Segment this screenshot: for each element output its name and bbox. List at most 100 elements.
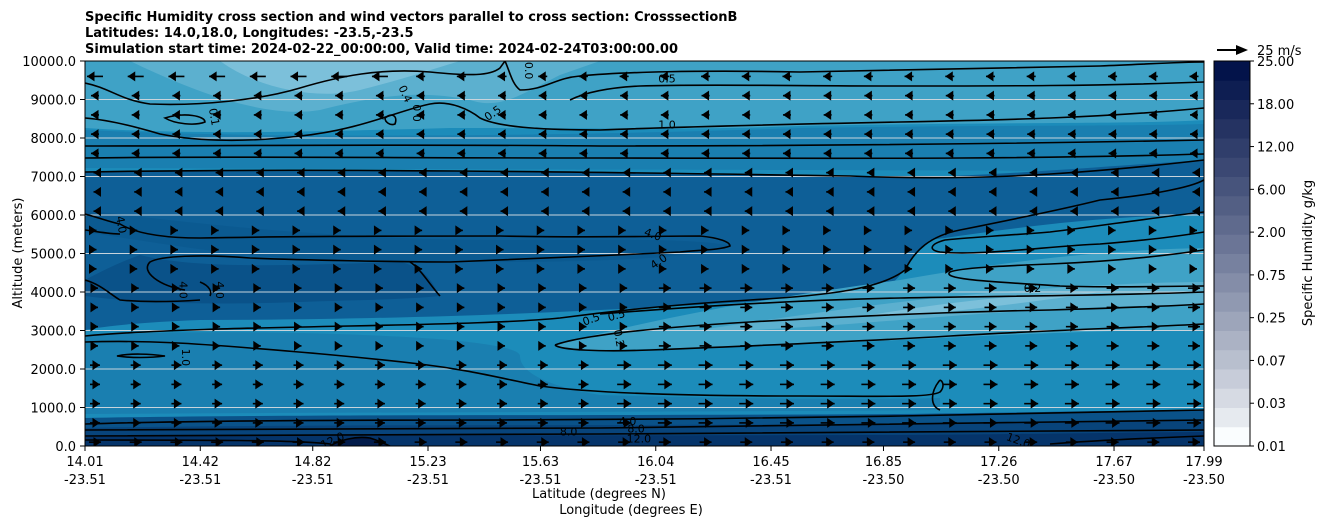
wind-vector-arrowhead-icon xyxy=(170,244,178,255)
wind-vector-arrowhead-icon xyxy=(867,398,876,409)
wind-vector-arrowhead-icon xyxy=(375,148,384,159)
wind-vector-arrowhead-icon xyxy=(742,129,750,140)
wind-vector-arrowhead-icon xyxy=(580,398,589,409)
wind-vector-arrowhead-icon xyxy=(419,437,427,446)
plot-area: 0.51.00.50.10.40.00.04.04.04.04.0 4.01.00… xyxy=(85,61,1204,446)
wind-vector-arrowhead-icon xyxy=(701,244,709,255)
wind-vector-arrowhead-icon xyxy=(416,321,424,332)
wind-vector-arrowhead-icon xyxy=(538,71,546,82)
wind-vector-arrowhead-icon xyxy=(1149,148,1157,159)
wind-vector-arrowhead-icon xyxy=(538,109,547,120)
wind-vector-arrowhead-icon xyxy=(745,398,754,409)
wind-vector-arrowhead-icon xyxy=(172,148,180,159)
wind-vector-arrowhead-icon xyxy=(1112,398,1120,409)
wind-vector-arrowhead-icon xyxy=(823,244,831,255)
wind-vector-arrowhead-icon xyxy=(456,302,465,313)
wind-vector-arrowhead-icon xyxy=(826,340,834,351)
wind-vector-arrowhead-icon xyxy=(1192,206,1200,217)
wind-vector-arrowhead-icon xyxy=(131,109,140,120)
wind-vector-arrowhead-icon xyxy=(334,302,343,313)
wind-vector-arrowhead-icon xyxy=(496,225,504,236)
contour-label: 1.0 xyxy=(658,119,676,132)
wind-vector-arrowhead-icon xyxy=(172,109,180,120)
wind-vector-arrowhead-icon xyxy=(1067,263,1075,274)
wind-vector-arrowhead-icon xyxy=(133,379,141,390)
wind-vector-arrowhead-icon xyxy=(540,360,548,371)
wind-vector-arrowhead-icon xyxy=(214,417,223,428)
wind-vector-arrowhead-icon xyxy=(211,263,219,274)
wind-vector-arrowhead-icon xyxy=(499,417,508,428)
wind-vector-arrowhead-icon xyxy=(619,302,628,313)
contour-label: 0.2 xyxy=(1024,282,1042,295)
wind-vector-arrowhead-icon xyxy=(782,225,790,236)
wind-vector-arrowhead-icon xyxy=(458,417,467,428)
wind-vector-arrowhead-icon xyxy=(1190,129,1198,140)
wind-vector-arrowhead-icon xyxy=(864,109,872,120)
wind-vector-arrowhead-icon xyxy=(866,167,875,178)
wind-vector-arrowhead-icon xyxy=(660,71,668,82)
wind-vector-arrowhead-icon xyxy=(375,321,383,332)
wind-vector-arrowhead-icon xyxy=(863,225,872,236)
wind-vector-arrowhead-icon xyxy=(866,321,875,332)
y-axis: 0.0 1000.0 2000.0 3000.0 4000.0 5000.0 6000.0 7… xyxy=(22,55,85,455)
wind-vector-arrowhead-icon xyxy=(701,148,710,159)
wind-vector-arrowhead-icon xyxy=(92,360,100,371)
wind-vector-arrowhead-icon xyxy=(251,225,260,236)
colorbar-segment xyxy=(1214,311,1250,331)
y-tick-label: 1000.0 xyxy=(31,402,77,417)
wind-vector-arrowhead-icon xyxy=(456,321,465,332)
wind-vector-arrowhead-icon xyxy=(579,109,587,120)
contour-line xyxy=(85,61,506,106)
wind-vector-arrowhead-icon xyxy=(580,379,589,390)
wind-vector-arrowhead-icon xyxy=(255,398,263,409)
y-axis-label: Altitude (meters) xyxy=(11,198,26,309)
wind-vector-arrowhead-icon xyxy=(87,71,95,82)
wind-vector-arrowhead-icon xyxy=(1070,340,1078,351)
wind-vector-arrowhead-icon xyxy=(1067,71,1075,82)
wind-vector-arrowhead-icon xyxy=(377,379,385,390)
wind-vector-arrowhead-icon xyxy=(866,206,875,217)
wind-vector-arrowhead-icon xyxy=(255,417,263,428)
wind-vector-arrowhead-icon xyxy=(786,398,794,409)
wind-vector-arrowhead-icon xyxy=(948,186,956,197)
colorbar-segment xyxy=(1214,215,1250,235)
x-tick-label-lat: 14.01 xyxy=(66,455,103,470)
wind-vector-arrowhead-icon xyxy=(945,263,953,274)
wind-vector-arrowhead-icon xyxy=(701,225,709,236)
wind-vector-arrowhead-icon xyxy=(658,263,667,274)
wind-vector-arrowhead-icon xyxy=(578,340,587,351)
wind-vector-arrowhead-icon xyxy=(904,263,913,274)
wind-vector-arrowhead-icon xyxy=(1151,302,1160,313)
wind-vector-arrowhead-icon xyxy=(500,186,509,197)
wind-vector-arrowhead-icon xyxy=(744,302,753,313)
colorbar: 0.01 0.03 0.07 0.25 0.75 2.00 6.00 12.00 18.00 25… xyxy=(1213,55,1294,455)
wind-vector-arrowhead-icon xyxy=(660,90,669,101)
wind-vector-arrowhead-icon xyxy=(416,148,425,159)
wind-vector-arrowhead-icon xyxy=(131,283,139,294)
wind-vector-arrowhead-icon xyxy=(1026,263,1035,274)
x-tick-label-lon: -23.50 xyxy=(1093,473,1135,488)
y-tick-label: 5000.0 xyxy=(31,248,77,263)
wind-vector-arrowhead-icon xyxy=(255,379,263,390)
contour-label: 4.0 xyxy=(642,226,663,244)
wind-vector-arrowhead-icon xyxy=(908,417,917,428)
wind-vector-arrowhead-icon xyxy=(741,71,750,82)
wind-vector-arrowhead-icon xyxy=(785,302,793,313)
wind-vector-arrowhead-icon xyxy=(375,283,383,294)
x-tick-label-lon: -23.50 xyxy=(863,473,905,488)
wind-vector-arrowhead-icon xyxy=(256,186,264,197)
wind-vector-arrowhead-icon xyxy=(904,71,913,82)
wind-vector-arrowhead-icon xyxy=(826,437,834,446)
wind-vector-arrowhead-icon xyxy=(498,109,506,120)
wind-vector-arrowhead-icon xyxy=(986,90,994,101)
wind-vector-arrowhead-icon xyxy=(335,109,343,120)
contour-line xyxy=(569,81,1204,101)
wind-vector-arrowhead-icon xyxy=(1027,109,1035,120)
wind-vector-arrowhead-icon xyxy=(499,360,508,371)
wind-vector-arrowhead-icon xyxy=(540,398,548,409)
x-tick-label-lat: 17.26 xyxy=(980,455,1017,470)
wind-vector-arrowhead-icon xyxy=(986,109,994,120)
wind-vector-arrowhead-icon xyxy=(741,225,750,236)
wind-vector-arrowhead-icon xyxy=(90,302,98,313)
wind-vector-arrowhead-icon xyxy=(170,225,178,236)
